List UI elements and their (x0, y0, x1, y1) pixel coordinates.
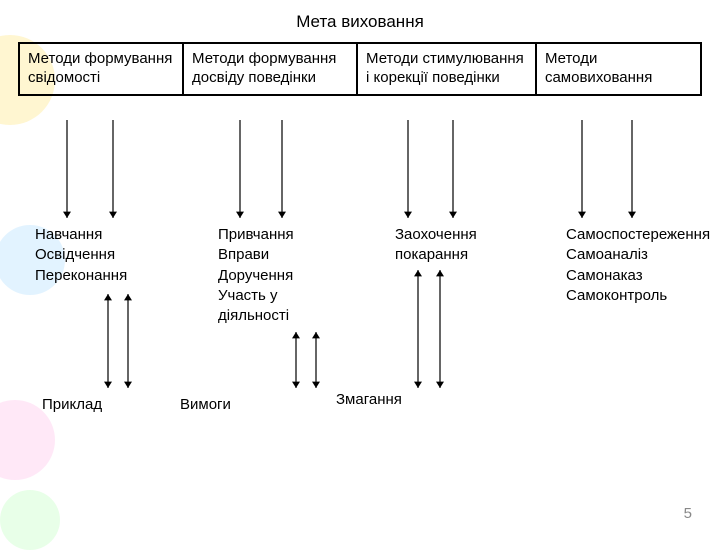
categories-row: Методи формування свідомості Методи форм… (18, 42, 702, 96)
methods-block-4: Самоспостереження Самоаналіз Самонаказ С… (566, 225, 710, 306)
methods-block-3: Заохочення покарання (395, 225, 477, 266)
bg-balloon (0, 490, 60, 550)
bottom-block-1: Приклад (42, 395, 102, 415)
diagram-title: Мета виховання (0, 12, 720, 32)
category-3: Методи стимулювання і корекції поведінки (358, 44, 537, 94)
category-2: Методи формування досвіду поведінки (184, 44, 358, 94)
methods-block-2: Привчання Вправи Доручення Участь у діял… (218, 225, 294, 326)
methods-block-1: Навчання Освідчення Переконання (35, 225, 127, 286)
category-4: Методи самовиховання (537, 44, 700, 94)
category-1: Методи формування свідомості (20, 44, 184, 94)
bottom-block-3: Змагання (336, 390, 402, 410)
bottom-block-2: Вимоги (180, 395, 231, 415)
page-number: 5 (684, 505, 692, 522)
